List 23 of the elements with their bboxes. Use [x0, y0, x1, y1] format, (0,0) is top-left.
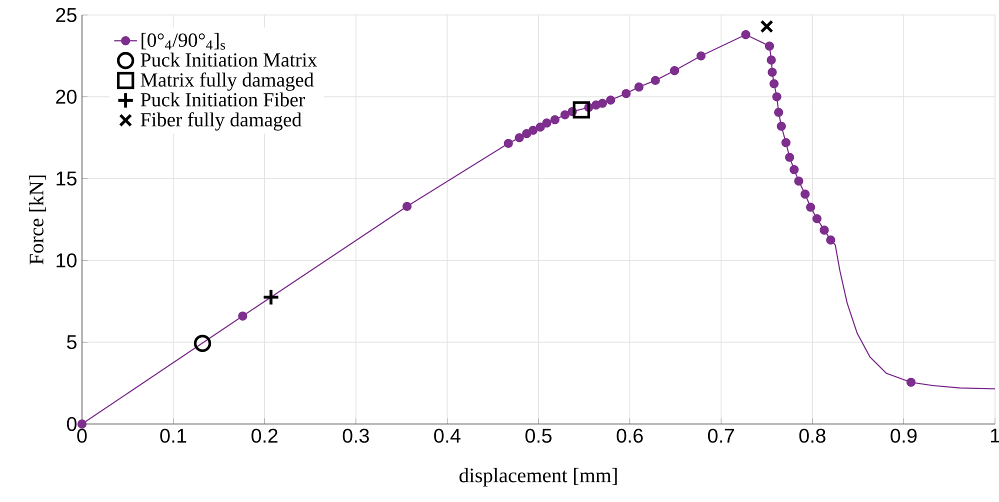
x-tick-label: 0 — [77, 428, 87, 443]
x-tick-label: 0.1 — [160, 428, 186, 443]
y-tick-label: 0 — [66, 416, 77, 432]
y-tick-label: 15 — [56, 172, 76, 186]
legend-label: Puck Initiation Matrix — [140, 52, 318, 67]
x-axis-title: displacement [mm] — [459, 468, 617, 487]
y-tick-label: 25 — [56, 8, 76, 22]
x-tick-label: 0.5 — [525, 428, 552, 443]
y-tick-label: 20 — [56, 90, 77, 104]
y-tick-label: 5 — [67, 335, 76, 350]
y-tick-label: 10 — [56, 253, 77, 268]
x-tick-label: 0.6 — [616, 428, 643, 443]
y-axis-title: Force [kN] — [28, 176, 46, 264]
x-tick-label: 0.4 — [434, 428, 460, 443]
legend-label: Puck Initiation Fiber — [140, 92, 305, 106]
legend-label: [0°$_{4}$/90°$_{4}$]$_{s}$ — [142, 32, 225, 50]
legend-label: Fiber fully damaged — [140, 112, 302, 131]
x-tick-label: 0.7 — [708, 428, 734, 443]
legend-label: Matrix fully damaged — [140, 72, 314, 91]
x-tick-label: 0.3 — [342, 428, 369, 443]
x-tick-label: 0.8 — [799, 428, 826, 443]
x-tick-label: 0.9 — [890, 428, 917, 443]
x-tick-label: 0.2 — [252, 428, 278, 443]
